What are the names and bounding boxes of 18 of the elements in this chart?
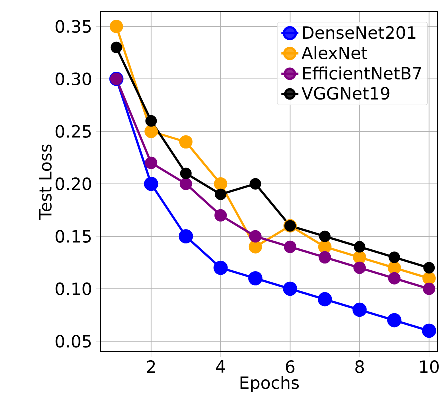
x-axis-title: Epochs (240, 376, 300, 393)
y-tick-label: 0.15 (56, 230, 91, 243)
legend-label: EfficientNetB7 (303, 66, 422, 80)
x-tick-label: 6 (286, 360, 295, 374)
y-tick-label: 0.10 (56, 282, 92, 296)
y-tick-label: 0.20 (56, 178, 92, 190)
x-tick-label: 2 (147, 360, 156, 374)
x-tick-label: 8 (356, 360, 364, 374)
y-tick-label: 0.05 (56, 335, 91, 348)
y-axis-title: Test Loss (39, 144, 52, 220)
y-tick-label: 0.35 (56, 20, 91, 34)
legend-label: VGGNet19 (302, 87, 390, 100)
x-tick-label: 10 (420, 360, 439, 374)
x-tick-label: 4 (216, 360, 226, 373)
y-tick-label: 0.30 (56, 72, 92, 86)
y-tick-label: 0.25 (56, 125, 91, 138)
legend-label: DenseNet201 (303, 26, 416, 40)
legend-label: AlexNet (302, 46, 368, 60)
